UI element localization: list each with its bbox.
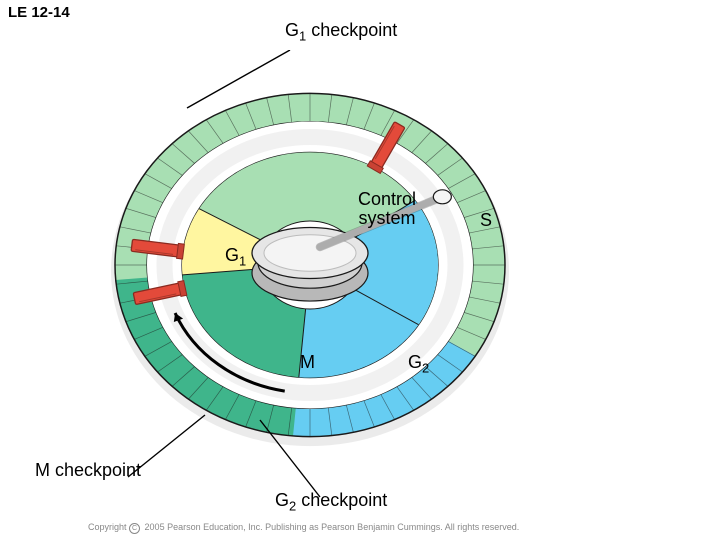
slide: LE 12-14 G1 checkpoint Controlsystem S G… <box>0 0 720 540</box>
g2-label: G2 <box>408 352 429 376</box>
g2-checkpoint-label: G2 checkpoint <box>275 490 387 514</box>
g1-label: G1 <box>225 245 246 269</box>
cell-cycle-diagram <box>80 50 560 515</box>
m-label: M <box>300 352 315 373</box>
figure-label: LE 12-14 <box>8 4 70 21</box>
g1-checkpoint-label: G1 checkpoint <box>285 20 397 44</box>
s-label: S <box>480 210 492 231</box>
copyright: Copyright C 2005 Pearson Education, Inc.… <box>88 522 519 534</box>
m-checkpoint-label: M checkpoint <box>35 460 141 481</box>
control-system-label: Controlsystem <box>358 190 416 228</box>
diagram-svg <box>80 50 560 510</box>
